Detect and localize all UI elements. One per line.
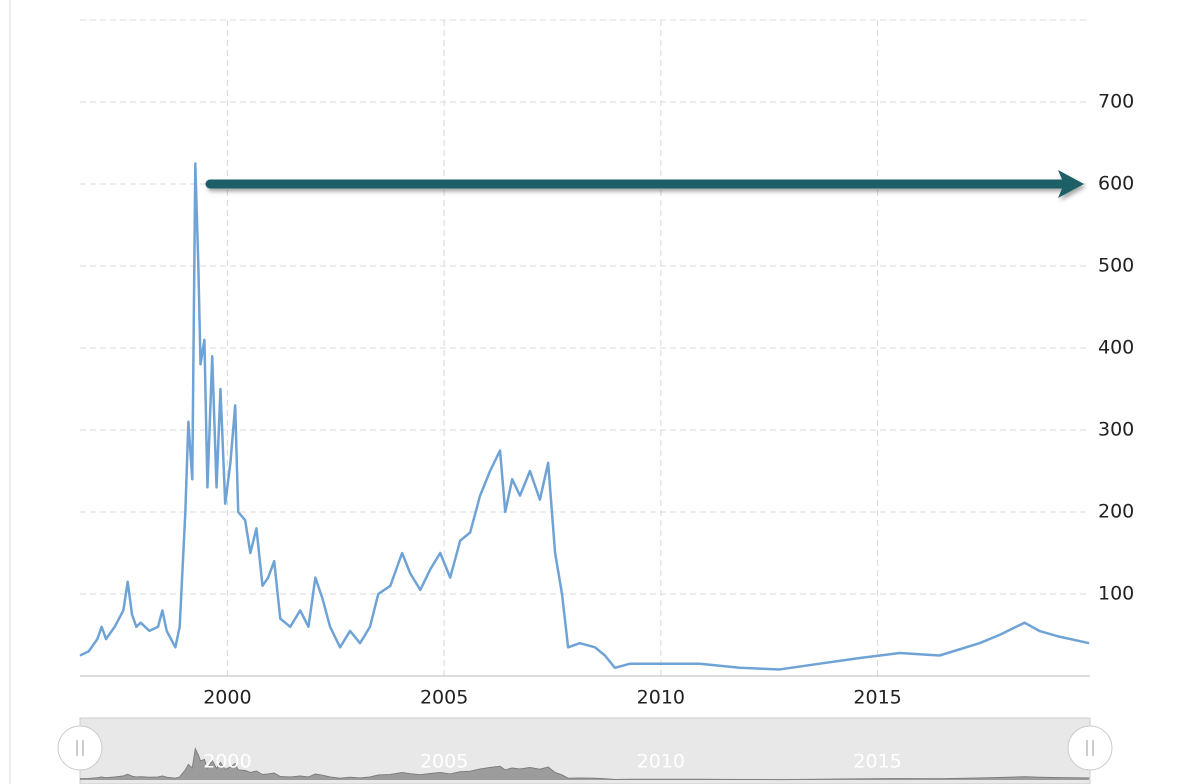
navigator-label: 2010 [637,751,685,773]
y-tick-label: 500 [1098,255,1134,277]
navigator-label: 2015 [853,751,901,773]
arrow-annotation [205,170,1084,198]
x-tick-label: 2000 [203,687,251,709]
y-tick-label: 600 [1098,173,1134,195]
navigator-label: 2000 [203,751,251,773]
y-tick-label: 100 [1098,583,1134,605]
navigator-area [80,748,1090,780]
navigator-line [79,747,1090,781]
x-tick-label: 2010 [637,687,685,709]
plot-area: 100 200 300 400 500 600 700 2000 2005 2010 2015 [79,20,1134,709]
navigator-handles[interactable] [57,725,1113,771]
navigator-label: 2005 [420,751,468,773]
navigator-series: 2000 2005 2010 2015 [79,747,1090,781]
y-tick-label: 700 [1098,91,1134,113]
x-tick-label: 2015 [853,687,901,709]
y-tick-label: 300 [1098,419,1134,441]
x-tick-label: 2005 [420,687,468,709]
y-tick-label: 200 [1098,501,1134,523]
y-tick-label: 400 [1098,337,1134,359]
series-line [79,162,1090,671]
